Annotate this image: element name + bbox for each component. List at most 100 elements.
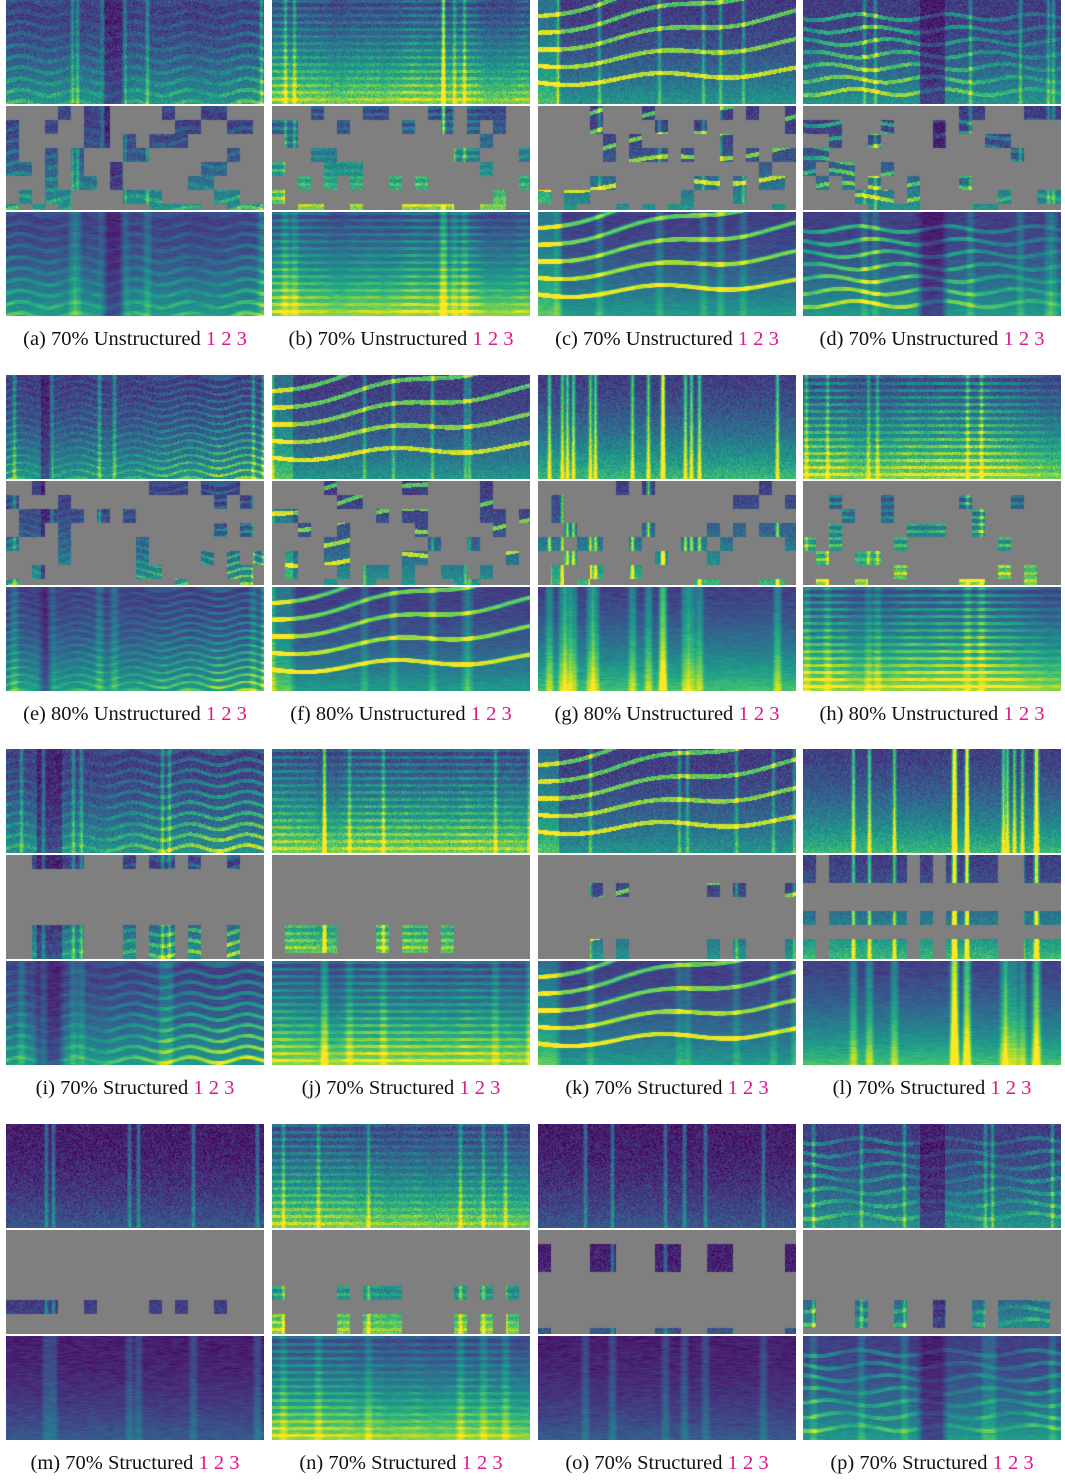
audio-link-1[interactable]: 1	[470, 703, 481, 725]
audio-link-1[interactable]: 1	[461, 1452, 472, 1474]
audio-link-3[interactable]: 3	[229, 1452, 240, 1474]
original-spectrogram	[272, 1124, 530, 1228]
audio-link-2[interactable]: 2	[753, 703, 765, 725]
reconstructed-spectrogram	[6, 1336, 264, 1440]
audio-link-2[interactable]: 2	[477, 1452, 488, 1474]
audio-link-3[interactable]: 3	[492, 1452, 503, 1474]
caption-mask-ratio: 70%	[594, 1452, 632, 1474]
masked-spectrogram	[803, 855, 1061, 959]
masked-spectrogram	[6, 106, 264, 210]
panel-m: (m) 70% Structured 1 2 3	[6, 1124, 264, 1484]
caption-mask-kind: Structured	[637, 1452, 723, 1474]
audio-link-2[interactable]: 2	[1018, 703, 1030, 725]
panel-i: (i) 70% Structured 1 2 3	[6, 749, 264, 1109]
original-spectrogram	[6, 0, 264, 104]
audio-link-2[interactable]: 2	[487, 328, 499, 350]
audio-link-3[interactable]: 3	[236, 703, 247, 725]
audio-link-3[interactable]: 3	[1021, 1077, 1032, 1099]
reconstructed-spectrogram	[803, 961, 1061, 1065]
audio-link-2[interactable]: 2	[753, 328, 764, 350]
audio-link-3[interactable]: 3	[1034, 703, 1045, 725]
caption-mask-kind: Structured	[371, 1452, 457, 1474]
caption-mask-ratio: 70%	[65, 1452, 103, 1474]
audio-link-1[interactable]: 1	[472, 328, 483, 350]
audio-link-2[interactable]: 2	[221, 703, 232, 725]
audio-link-1[interactable]: 1	[205, 328, 217, 350]
caption-letter: (i)	[35, 1077, 55, 1099]
audio-link-1[interactable]: 1	[1003, 328, 1014, 350]
caption-mask-ratio: 70%	[848, 328, 887, 350]
caption-mask-kind: Unstructured	[891, 328, 999, 350]
panel-b: (b) 70% Unstructured 1 2 3	[272, 0, 530, 360]
reconstructed-spectrogram	[803, 587, 1061, 691]
panel-j: (j) 70% Structured 1 2 3	[272, 749, 530, 1109]
panel-caption: (k) 70% Structured 1 2 3	[532, 1076, 802, 1100]
audio-link-1[interactable]: 1	[727, 1452, 738, 1474]
reconstructed-spectrogram	[538, 961, 796, 1065]
audio-link-3[interactable]: 3	[503, 328, 514, 350]
reconstructed-spectrogram	[6, 961, 264, 1065]
audio-link-2[interactable]: 2	[474, 1077, 485, 1099]
audio-link-1[interactable]: 1	[727, 1077, 738, 1099]
reconstructed-spectrogram	[272, 1336, 530, 1440]
reconstructed-spectrogram	[538, 587, 796, 691]
panel-l: (l) 70% Structured 1 2 3	[803, 749, 1061, 1109]
panel-caption: (a) 70% Unstructured 1 2 3	[0, 327, 270, 351]
panel-caption: (p) 70% Structured 1 2 3	[797, 1451, 1065, 1475]
caption-letter: (n)	[299, 1452, 324, 1474]
original-spectrogram	[272, 0, 530, 104]
audio-link-1[interactable]: 1	[205, 703, 217, 725]
audio-link-1[interactable]: 1	[992, 1452, 1003, 1474]
audio-link-1[interactable]: 1	[198, 1452, 209, 1474]
audio-link-3[interactable]: 3	[236, 328, 247, 350]
audio-link-2[interactable]: 2	[213, 1452, 225, 1474]
audio-link-3[interactable]: 3	[758, 1452, 769, 1474]
audio-link-2[interactable]: 2	[1018, 328, 1030, 350]
panel-caption: (n) 70% Structured 1 2 3	[266, 1451, 536, 1475]
caption-mask-kind: Structured	[107, 1452, 194, 1474]
panel-caption: (f) 80% Unstructured 1 2 3	[266, 702, 536, 726]
audio-link-3[interactable]: 3	[1023, 1452, 1034, 1474]
masked-spectrogram	[538, 855, 796, 959]
masked-spectrogram	[6, 1230, 264, 1334]
audio-link-1[interactable]: 1	[193, 1077, 204, 1099]
audio-link-2[interactable]: 2	[743, 1452, 754, 1474]
panel-caption: (c) 70% Unstructured 1 2 3	[532, 327, 802, 351]
audio-link-2[interactable]: 2	[486, 703, 497, 725]
audio-link-1[interactable]: 1	[738, 703, 749, 725]
reconstructed-spectrogram	[803, 212, 1061, 316]
audio-link-3[interactable]: 3	[769, 703, 780, 725]
audio-link-2[interactable]: 2	[1005, 1077, 1016, 1099]
audio-link-2[interactable]: 2	[208, 1077, 219, 1099]
audio-link-3[interactable]: 3	[490, 1077, 501, 1099]
original-spectrogram	[6, 749, 264, 853]
panel-caption: (o) 70% Structured 1 2 3	[532, 1451, 802, 1475]
panel-h: (h) 80% Unstructured 1 2 3	[803, 375, 1061, 735]
audio-link-2[interactable]: 2	[221, 328, 232, 350]
masked-spectrogram	[272, 855, 530, 959]
caption-letter: (p)	[830, 1452, 855, 1474]
audio-link-3[interactable]: 3	[1034, 328, 1045, 350]
audio-link-1[interactable]: 1	[737, 328, 749, 350]
audio-link-3[interactable]: 3	[224, 1077, 235, 1099]
caption-letter: (l)	[832, 1077, 852, 1099]
caption-mask-ratio: 70%	[317, 328, 356, 350]
audio-link-3[interactable]: 3	[758, 1077, 769, 1099]
original-spectrogram	[272, 749, 530, 853]
audio-link-1[interactable]: 1	[459, 1077, 470, 1099]
audio-link-2[interactable]: 2	[743, 1077, 754, 1099]
audio-link-1[interactable]: 1	[1003, 703, 1014, 725]
caption-letter: (m)	[30, 1452, 61, 1474]
masked-spectrogram	[272, 481, 530, 585]
caption-letter: (o)	[565, 1452, 590, 1474]
caption-mask-ratio: 70%	[326, 1077, 364, 1099]
panel-g: (g) 80% Unstructured 1 2 3	[538, 375, 796, 735]
audio-link-3[interactable]: 3	[768, 328, 779, 350]
audio-link-2[interactable]: 2	[1008, 1452, 1019, 1474]
caption-letter: (d)	[819, 328, 844, 350]
audio-link-1[interactable]: 1	[990, 1077, 1001, 1099]
caption-mask-ratio: 80%	[848, 703, 887, 725]
audio-link-3[interactable]: 3	[501, 703, 512, 725]
masked-spectrogram	[803, 106, 1061, 210]
panel-o: (o) 70% Structured 1 2 3	[538, 1124, 796, 1484]
